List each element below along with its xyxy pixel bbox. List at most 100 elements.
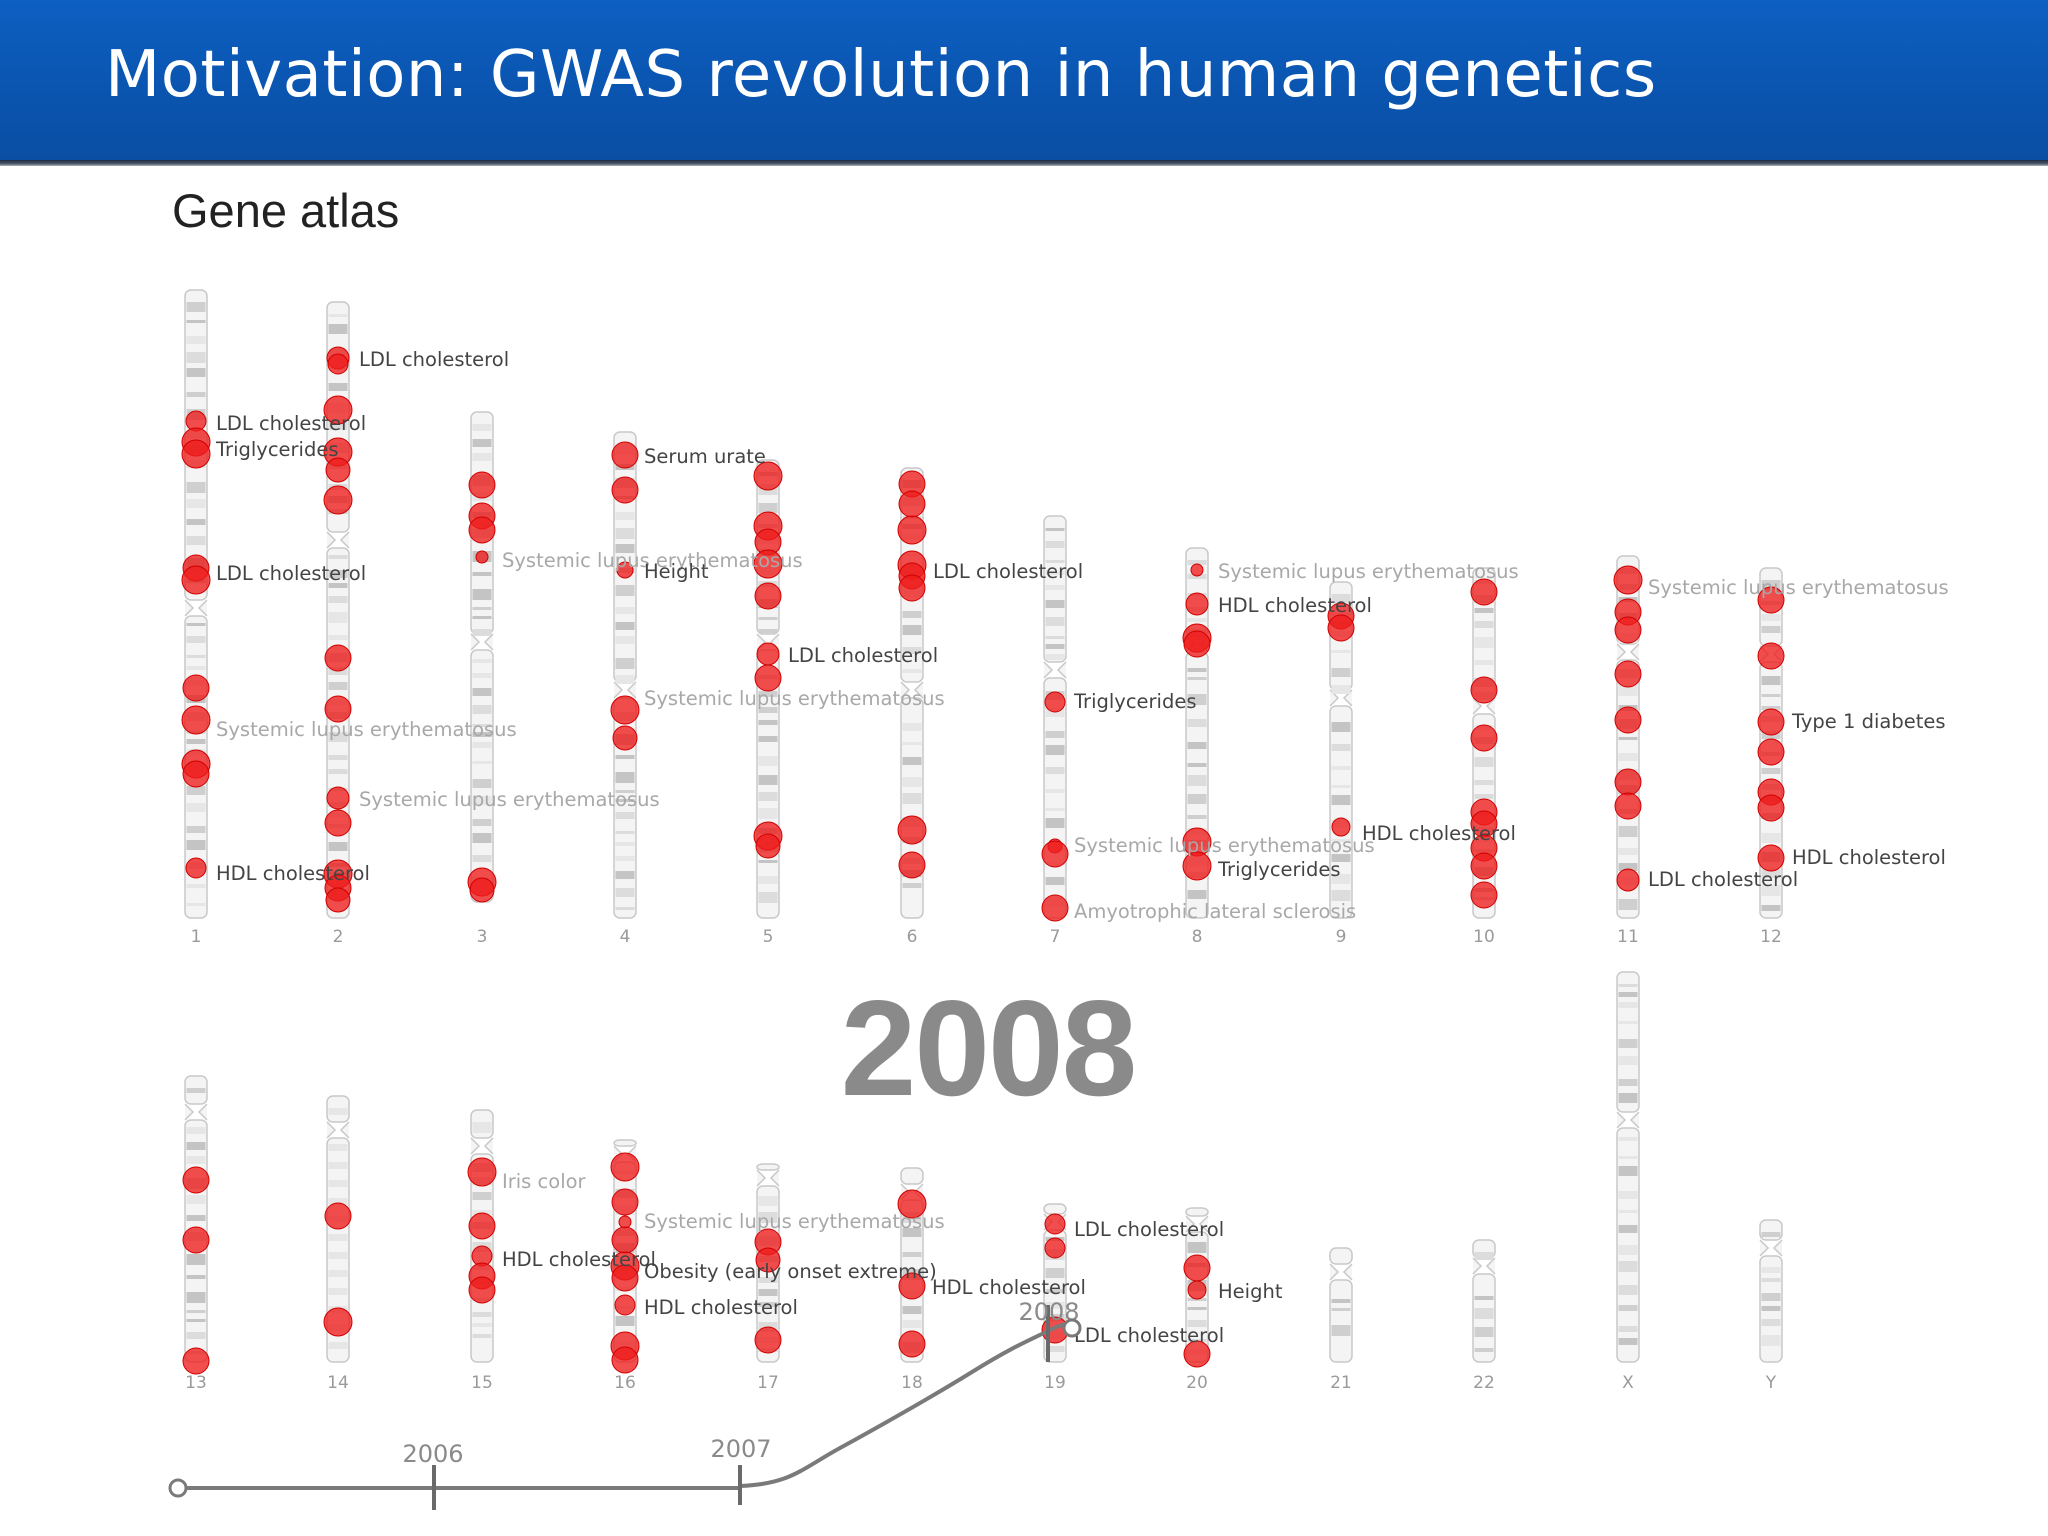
association-dot[interactable] [1182, 851, 1212, 881]
association-dot[interactable] [469, 877, 495, 903]
association-dot[interactable] [898, 1330, 926, 1358]
association-dot[interactable] [1044, 1237, 1066, 1259]
association-dot[interactable] [755, 1247, 781, 1273]
association-dot[interactable] [324, 1202, 352, 1230]
association-dot[interactable] [1757, 708, 1785, 736]
association-dot[interactable] [1187, 1280, 1207, 1300]
association-dot[interactable] [1044, 1213, 1066, 1235]
association-dot[interactable] [325, 887, 351, 913]
association-dot[interactable] [754, 664, 782, 692]
association-dot[interactable] [1614, 660, 1642, 688]
association-dot[interactable] [181, 565, 211, 595]
association-dot[interactable] [1331, 817, 1351, 837]
association-dot[interactable] [181, 439, 211, 469]
association-dot[interactable] [1470, 881, 1498, 909]
association-dot[interactable] [182, 1226, 210, 1254]
association-dot[interactable] [611, 1346, 639, 1374]
association-dot[interactable] [182, 1347, 210, 1375]
association-dot[interactable] [610, 695, 640, 725]
association-dot[interactable] [467, 1157, 497, 1187]
association-dot[interactable] [323, 1307, 353, 1337]
association-dot[interactable] [468, 471, 496, 499]
band [1618, 1093, 1638, 1103]
association-dot[interactable] [185, 857, 207, 879]
association-dot[interactable] [1185, 592, 1209, 616]
timeline-scrubber-handle[interactable] [1062, 1318, 1082, 1338]
association-dot[interactable] [898, 1272, 926, 1300]
association-dot[interactable] [324, 695, 352, 723]
timeline-start-handle[interactable] [168, 1478, 188, 1498]
association-dot[interactable] [755, 833, 781, 859]
band [758, 629, 778, 633]
association-dot[interactable] [897, 1189, 927, 1219]
chromosome-number: 22 [1473, 1373, 1495, 1393]
association-dot[interactable] [611, 476, 639, 504]
association-dot[interactable] [326, 786, 350, 810]
association-dot[interactable] [475, 550, 489, 564]
association-dot[interactable] [468, 516, 496, 544]
band [1331, 766, 1351, 770]
association-dot[interactable] [1616, 868, 1640, 892]
association-dot[interactable] [614, 1294, 636, 1316]
association-dot[interactable] [1183, 1340, 1211, 1368]
association-dot[interactable] [1613, 565, 1643, 595]
association-dot[interactable] [1614, 616, 1642, 644]
association-dot[interactable] [1470, 852, 1498, 880]
association-dot[interactable] [756, 642, 780, 666]
association-dot[interactable] [754, 1326, 782, 1354]
association-dot[interactable] [754, 582, 782, 610]
association-dot[interactable] [1183, 630, 1211, 658]
association-dot[interactable] [898, 490, 926, 518]
association-dot[interactable] [324, 809, 352, 837]
association-dot[interactable] [1757, 738, 1785, 766]
association-dot[interactable] [1041, 840, 1069, 868]
association-dot[interactable] [1327, 614, 1355, 642]
association-dot[interactable] [611, 441, 639, 469]
band [615, 636, 635, 644]
association-dot[interactable] [1757, 586, 1785, 614]
association-dot[interactable] [182, 1166, 210, 1194]
association-dot[interactable] [612, 725, 638, 751]
association-dot[interactable] [327, 353, 349, 375]
association-dot[interactable] [1614, 792, 1642, 820]
association-dot[interactable] [323, 395, 353, 425]
association-dot[interactable] [181, 705, 211, 735]
association-dot[interactable] [1614, 768, 1642, 796]
association-dot[interactable] [1757, 642, 1785, 670]
association-dot[interactable] [616, 561, 634, 579]
association-dot[interactable] [898, 851, 926, 879]
association-dot[interactable] [610, 1152, 640, 1182]
association-dot[interactable] [324, 644, 352, 672]
trait-label: LDL cholesterol [933, 560, 1083, 583]
association-dot[interactable] [753, 461, 783, 491]
association-dot[interactable] [1470, 578, 1498, 606]
association-dot[interactable] [897, 815, 927, 845]
band [186, 666, 206, 670]
band [186, 482, 206, 493]
association-dot[interactable] [611, 1188, 639, 1216]
association-dot[interactable] [898, 574, 926, 602]
association-dot[interactable] [897, 515, 927, 545]
association-dot[interactable] [323, 485, 353, 515]
association-dot[interactable] [182, 674, 210, 702]
association-dot[interactable] [325, 457, 351, 483]
association-dot[interactable] [1041, 894, 1069, 922]
association-dot[interactable] [182, 760, 210, 788]
association-dot[interactable] [1190, 563, 1204, 577]
association-dot[interactable] [611, 1264, 639, 1292]
band [1045, 1268, 1065, 1278]
association-dot[interactable] [468, 1212, 496, 1240]
association-dot[interactable] [1470, 676, 1498, 704]
association-dot[interactable] [1757, 794, 1785, 822]
association-dot[interactable] [618, 1215, 632, 1229]
association-dot[interactable] [1470, 724, 1498, 752]
association-dot[interactable] [1044, 691, 1066, 713]
association-dot[interactable] [753, 549, 783, 579]
association-dot[interactable] [1757, 844, 1785, 872]
band [902, 1228, 922, 1237]
association-dot[interactable] [468, 1276, 496, 1304]
association-dot[interactable] [1614, 706, 1642, 734]
band [1761, 833, 1781, 843]
association-dot[interactable] [1183, 1254, 1211, 1282]
